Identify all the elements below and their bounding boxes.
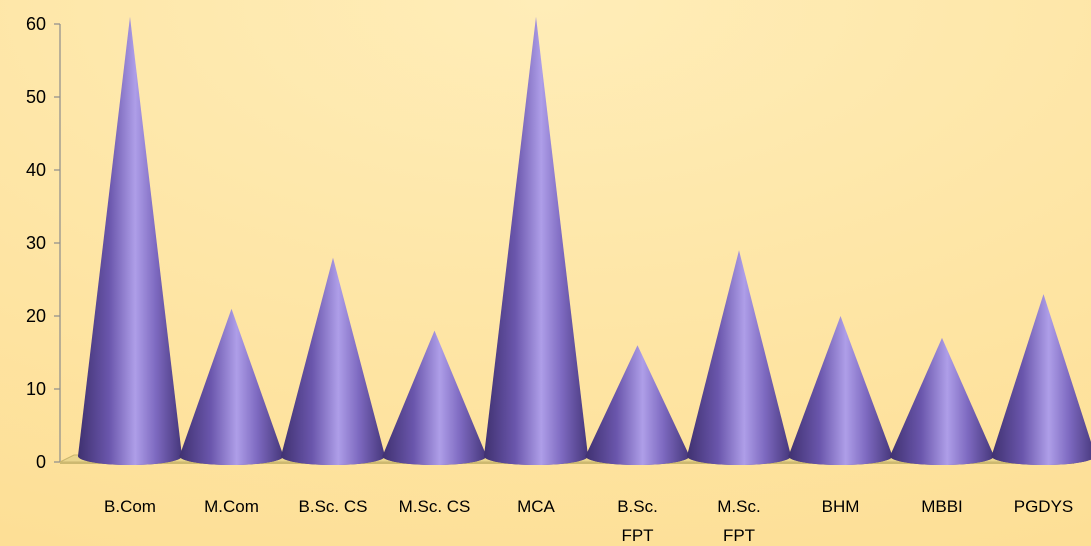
cone (585, 345, 690, 465)
x-category-label: M.Sc. CS (399, 497, 471, 516)
y-tick-label: 40 (26, 160, 46, 180)
cone (687, 250, 791, 465)
x-category-label: M.Sc. FPT (717, 497, 760, 545)
x-category-label: B.Sc. FPT (617, 497, 658, 545)
cone-body (78, 16, 182, 465)
y-tick-label: 10 (26, 379, 46, 399)
cone (179, 308, 284, 465)
x-category-label: BHM (822, 497, 860, 516)
cone-series (78, 16, 1091, 465)
cone-body (382, 330, 487, 465)
cone (78, 16, 182, 465)
cone-body (890, 337, 994, 465)
y-tick-label: 0 (36, 452, 46, 472)
x-category-label: MBBI (921, 497, 963, 516)
x-category-label: B.Com (104, 497, 156, 516)
x-category-label: MCA (517, 497, 555, 516)
cone (382, 330, 487, 465)
y-tick-label: 60 (26, 14, 46, 34)
cone (890, 337, 994, 465)
cone-body (484, 16, 588, 465)
cone (484, 16, 588, 465)
cone-body (687, 250, 791, 465)
y-axis: 0 10 20 30 40 50 60 (26, 14, 61, 472)
y-tick-label: 30 (26, 233, 46, 253)
x-category-label: PGDYS (1014, 497, 1074, 516)
cone-body (585, 345, 690, 465)
category-labels: B.Com M.Com B.Sc. CS M.Sc. CS MCA B.Sc. FPT M.S… (104, 497, 1073, 545)
cone (788, 316, 893, 465)
cone (281, 257, 385, 465)
y-tick-label: 50 (26, 87, 46, 107)
x-category-label: B.Sc. CS (299, 497, 368, 516)
cone (991, 294, 1091, 465)
x-category-label: M.Com (204, 497, 259, 516)
y-tick-label: 20 (26, 306, 46, 326)
cone-body (991, 294, 1091, 465)
cone-body (788, 316, 893, 465)
cone-body (179, 308, 284, 465)
cone-body (281, 257, 385, 465)
